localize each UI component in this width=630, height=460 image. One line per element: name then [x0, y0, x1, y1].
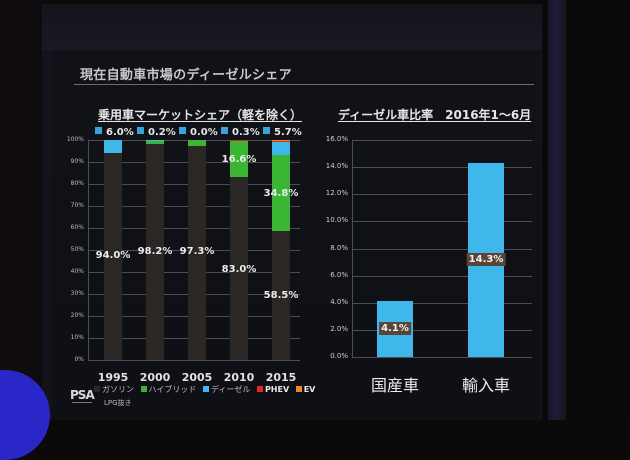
- screen-top-band: [42, 4, 542, 50]
- slide-title: 現在自動車市場のディーゼルシェア: [80, 64, 292, 83]
- hybrid-swatch: [141, 386, 147, 392]
- gridline: [352, 140, 532, 141]
- title-divider: [74, 84, 534, 85]
- hybrid-value-label: 34.8%: [264, 188, 299, 199]
- y-tick-label: 60%: [62, 224, 84, 231]
- bar-segment: [188, 140, 206, 146]
- x-category-label: 2005: [182, 371, 213, 384]
- diesel-top-label: 0.2%: [137, 127, 176, 138]
- screen-frame: [548, 0, 566, 420]
- y-tick-label: 30%: [62, 290, 84, 297]
- diesel-square-icon: [263, 127, 270, 134]
- y-tick-label: 6.0%: [320, 271, 348, 279]
- gridline: [352, 276, 532, 277]
- gridline: [352, 221, 532, 222]
- gasoline-value-label: 83.0%: [222, 264, 257, 275]
- y-tick-label: 0%: [62, 356, 84, 363]
- legend-gasoline: ガソリン: [94, 385, 134, 394]
- bar-segment: [272, 141, 290, 142]
- y-tick-label: 100%: [62, 136, 84, 143]
- psa-logo-underline: [72, 402, 92, 403]
- legend-phev: PHEV: [257, 385, 289, 394]
- background-left: [0, 0, 44, 420]
- value-label: 4.1%: [379, 322, 411, 335]
- diesel-square-icon: [95, 127, 102, 134]
- gasoline-value-label: 94.0%: [96, 250, 131, 261]
- legend-hybrid: ハイブリッド: [141, 385, 197, 394]
- x-category-label: 1995: [98, 371, 129, 384]
- gasoline-value-label: 58.5%: [264, 290, 299, 301]
- bar-segment: [272, 142, 290, 155]
- y-tick-label: 16.0%: [320, 135, 348, 143]
- bar-segment: [104, 140, 122, 153]
- gridline: [352, 167, 532, 168]
- psa-logo: PSA: [70, 388, 94, 402]
- bar-segment: [230, 140, 248, 141]
- y-tick-label: 50%: [62, 246, 84, 253]
- diesel-top-label: 0.0%: [179, 127, 218, 138]
- diesel-top-label: 6.0%: [95, 127, 134, 138]
- x-category-label: 輸入車: [462, 372, 510, 396]
- background-right: [575, 0, 630, 420]
- y-tick-label: 4.0%: [320, 298, 348, 306]
- diesel-square-icon: [137, 127, 144, 134]
- bar-segment: [272, 140, 290, 141]
- y-tick-label: 0.0%: [320, 352, 348, 360]
- legend-diesel: ディーゼル: [203, 385, 250, 394]
- hybrid-value-label: 16.6%: [222, 154, 257, 165]
- diesel-top-label: 5.7%: [263, 127, 302, 138]
- diesel-top-label: 0.3%: [221, 127, 260, 138]
- y-tick-label: 20%: [62, 312, 84, 319]
- right-chart-title: ディーゼル車比率 2016年1～6月: [338, 106, 531, 123]
- gridline: [352, 194, 532, 195]
- gasoline-value-label: 98.2%: [138, 246, 173, 257]
- diesel-square-icon: [179, 127, 186, 134]
- ev-swatch: [296, 386, 302, 392]
- legend-ev: EV: [296, 385, 316, 394]
- x-category-label: 国産車: [371, 372, 419, 396]
- diesel-swatch: [203, 386, 209, 392]
- gridline: [352, 249, 532, 250]
- y-tick-label: 14.0%: [320, 162, 348, 170]
- phev-swatch: [257, 386, 263, 392]
- legend-note: LPG抜き: [104, 398, 132, 408]
- x-category-label: 2015: [266, 371, 297, 384]
- x-category-label: 2010: [224, 371, 255, 384]
- gridline: [352, 357, 532, 358]
- y-tick-label: 80%: [62, 180, 84, 187]
- x-category-label: 2000: [140, 371, 171, 384]
- y-tick-label: 70%: [62, 202, 84, 209]
- y-tick-label: 90%: [62, 158, 84, 165]
- left-chart-legend: ガソリン ハイブリッド ディーゼル PHEV EV: [94, 384, 319, 395]
- y-tick-label: 12.0%: [320, 189, 348, 197]
- left-chart-title: 乗用車マーケットシェア（軽を除く）: [98, 106, 302, 123]
- y-tick-label: 40%: [62, 268, 84, 275]
- gasoline-value-label: 97.3%: [180, 246, 215, 257]
- diesel-square-icon: [221, 127, 228, 134]
- y-tick-label: 2.0%: [320, 325, 348, 333]
- gridline: [88, 360, 300, 361]
- y-tick-label: 10%: [62, 334, 84, 341]
- y-tick-label: 10.0%: [320, 216, 348, 224]
- bar-segment: [146, 140, 164, 144]
- gasoline-swatch: [94, 386, 100, 392]
- value-label: 14.3%: [467, 253, 506, 266]
- y-tick-label: 8.0%: [320, 244, 348, 252]
